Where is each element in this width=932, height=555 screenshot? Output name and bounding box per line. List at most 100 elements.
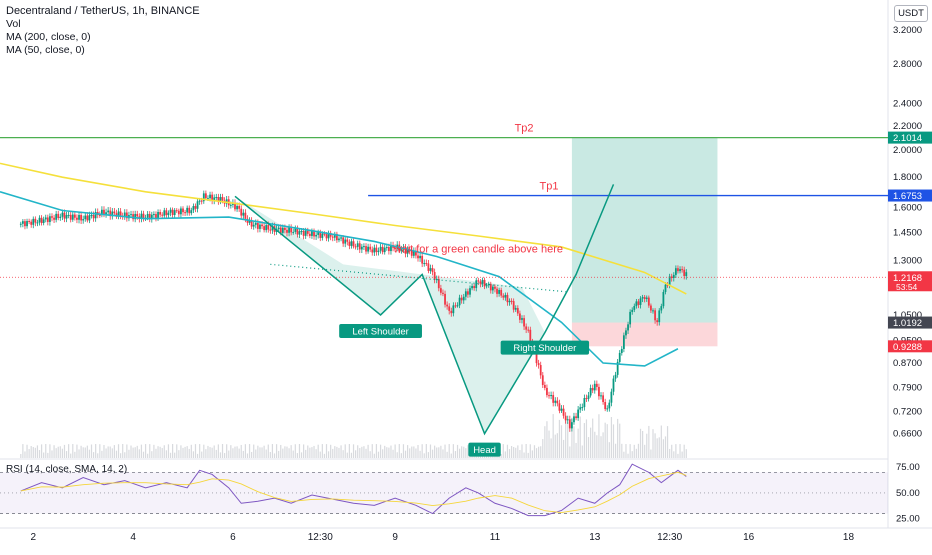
candle-body [654, 310, 656, 321]
indicator-ma50[interactable]: MA (50, close, 0) [6, 44, 85, 56]
volume-bar [68, 444, 70, 458]
candle-body [125, 212, 128, 219]
candle-body [315, 234, 318, 237]
volume-bar [288, 448, 290, 458]
candle-body [244, 212, 247, 219]
volume-bar [396, 452, 398, 458]
candle-body [94, 211, 97, 219]
volume-bar [602, 432, 604, 458]
candle-body [643, 297, 646, 300]
indicator-ma200[interactable]: MA (200, close, 0) [6, 31, 91, 43]
volume-bar [379, 444, 382, 458]
volume-bar [221, 444, 224, 458]
volume-bar [465, 448, 467, 458]
indicator-vol[interactable]: Vol [6, 18, 21, 30]
candle-body [410, 251, 413, 256]
candle-body [564, 415, 567, 421]
candle-body [331, 236, 334, 238]
volume-bar [442, 449, 444, 458]
pattern-line [234, 184, 615, 436]
volume-bar [513, 446, 515, 458]
candle-body [36, 222, 39, 224]
volume-bar [28, 449, 30, 458]
volume-bar [303, 444, 305, 458]
volume-bar [36, 445, 39, 458]
candle-body [406, 249, 409, 254]
volume-bar [211, 447, 213, 458]
candle-body [639, 298, 642, 305]
candle-body [254, 223, 257, 225]
candle-body [207, 198, 209, 200]
volume-bar [642, 430, 644, 458]
candle-body [292, 231, 295, 233]
volume-bar [321, 444, 323, 458]
volume-bar [614, 443, 617, 458]
price-tag-text-0: 2.1014 [893, 133, 922, 144]
volume-bar [515, 447, 517, 458]
candle-body [625, 330, 627, 336]
candle-body [306, 230, 309, 234]
time-tick-7: 12:30 [657, 532, 682, 543]
candle-body [84, 215, 87, 220]
candle-body [67, 214, 70, 216]
volume-bar [142, 451, 145, 458]
volume-bar [440, 445, 442, 458]
candle-body [182, 208, 184, 213]
candle-body [641, 297, 644, 299]
candle-body [471, 286, 473, 289]
volume-bar [373, 453, 375, 458]
candle-body [652, 310, 654, 312]
candle-body [256, 223, 259, 229]
rsi-legend[interactable]: RSI (14, close, SMA, 14, 2) [6, 464, 128, 475]
volume-bar [167, 444, 170, 458]
candle-body [290, 227, 293, 233]
candle-body [514, 308, 517, 310]
volume-bar [344, 444, 346, 458]
volume-bar [556, 433, 558, 458]
candle-body [620, 348, 623, 353]
volume-bar [377, 451, 380, 458]
currency-button[interactable]: USDT [894, 5, 928, 22]
volume-bar [43, 452, 45, 458]
candle-body [217, 196, 220, 203]
candle-body [352, 241, 355, 247]
volume-bar [259, 447, 261, 458]
candle-body [535, 351, 538, 364]
candle-body [419, 255, 421, 259]
volume-bar [78, 449, 80, 458]
candle-body [236, 205, 238, 210]
volume-bar [192, 451, 195, 458]
volume-bar [577, 428, 579, 458]
candle-body [200, 200, 203, 202]
volume-bar [153, 444, 155, 458]
candle-body [371, 249, 374, 253]
candle-body [34, 218, 37, 223]
candle-body [394, 247, 397, 249]
volume-bar [34, 447, 36, 458]
candle-body [313, 231, 315, 237]
price-tag-text-3: 1.0192 [893, 318, 922, 329]
candle-body [21, 221, 24, 224]
candle-body [71, 214, 74, 220]
candle-body [157, 212, 159, 218]
rsi-tick-1: 50.00 [896, 488, 920, 499]
target-zone [571, 137, 718, 323]
volume-bar [648, 425, 650, 458]
candle-body [30, 221, 33, 225]
volume-bar [97, 453, 99, 458]
volume-bar [111, 448, 113, 458]
volume-bar [159, 446, 161, 458]
candle-body [221, 197, 224, 201]
price-tag-3 [888, 316, 932, 329]
candle-body [117, 211, 120, 217]
volume-bar [355, 450, 357, 458]
candle-body [431, 268, 434, 273]
candle-body [560, 408, 563, 411]
candle-body [575, 416, 577, 419]
candle-body [298, 231, 301, 235]
volume-bar [463, 446, 465, 458]
volume-bar [169, 452, 172, 458]
candle-body [562, 408, 565, 416]
volume-bar [140, 444, 143, 458]
